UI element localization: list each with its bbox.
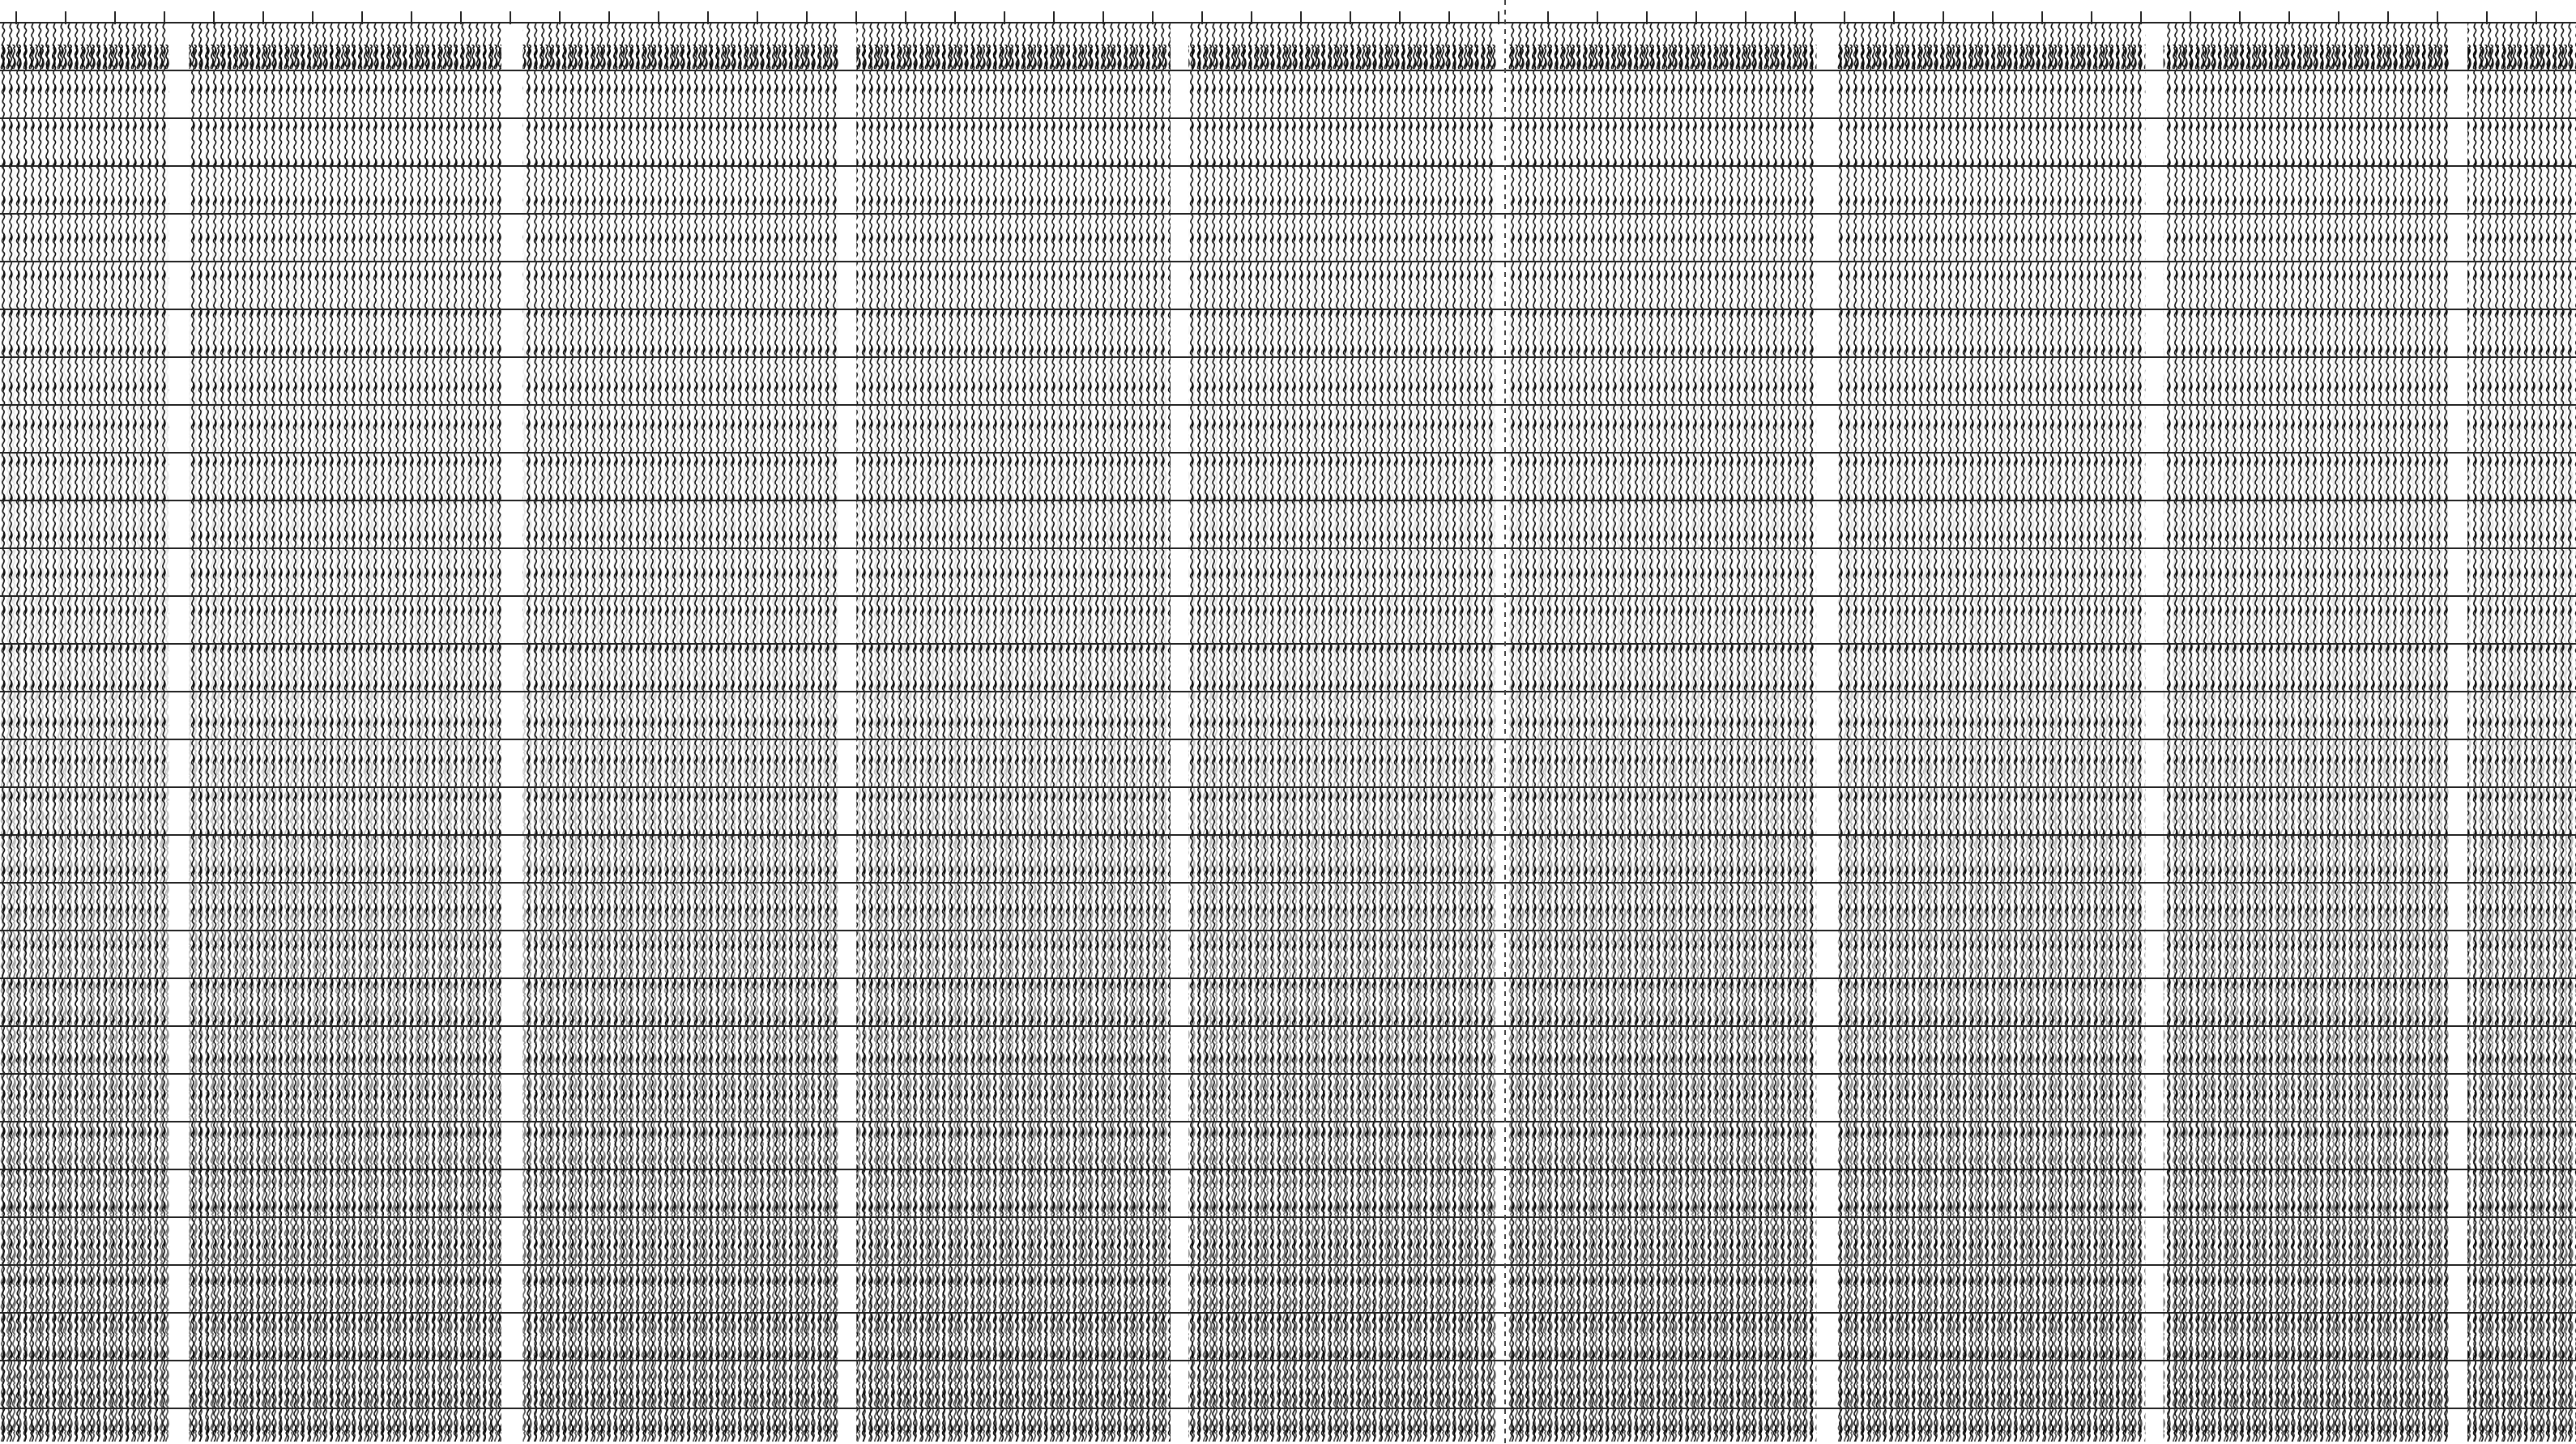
first-break-band [1507, 45, 1817, 69]
first-break-band [1836, 45, 2146, 69]
dense-traces [1507, 23, 1817, 1442]
dense-traces [856, 23, 1171, 1442]
first-break-band [2467, 45, 2576, 69]
dense-traces [2467, 23, 2576, 1442]
dense-traces [2163, 23, 2450, 1442]
first-break-band [856, 45, 1171, 69]
first-break-band [0, 45, 170, 69]
dense-traces [522, 23, 838, 1442]
dense-traces [189, 23, 501, 1442]
dense-traces [1188, 23, 1496, 1442]
first-break-band [1188, 45, 1496, 69]
dense-traces [1836, 23, 2146, 1442]
first-break-band [189, 45, 501, 69]
first-break-band [2163, 45, 2450, 69]
dense-traces [0, 23, 170, 1442]
first-break-band [522, 45, 838, 69]
